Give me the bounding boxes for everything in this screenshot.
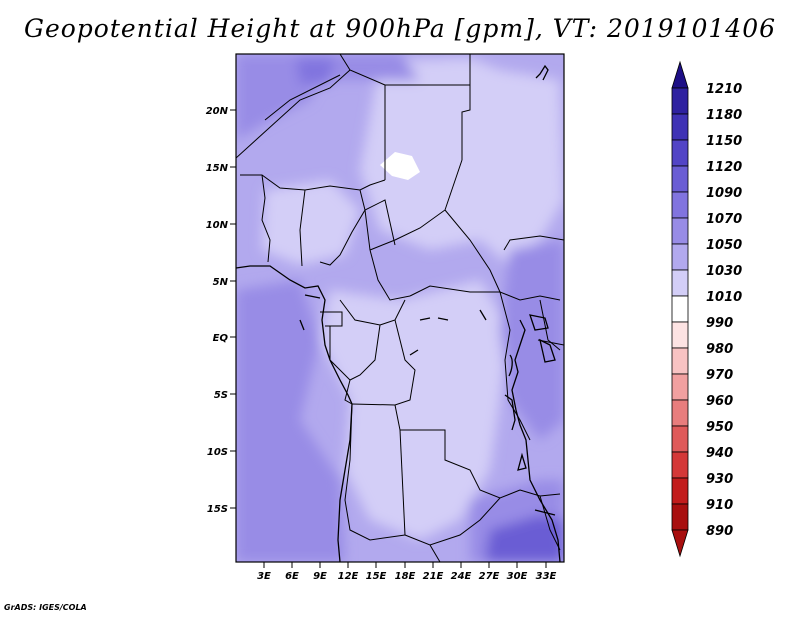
field-region-westafrica (262, 180, 360, 265)
lon-label-18e: 18E (395, 571, 416, 582)
map-frame (235, 53, 565, 563)
colorbar-box (671, 399, 689, 427)
lon-label-30e: 30E (507, 571, 528, 582)
colorbar-box (671, 503, 689, 531)
lon-label-15e: 15E (366, 571, 387, 582)
colorbar-top-arrow (671, 60, 689, 89)
colorbar-box (671, 373, 689, 401)
colorbar-bottom-arrow (671, 529, 689, 558)
lat-label-10s: 10S (207, 447, 228, 458)
field-region-southeast-core (485, 515, 564, 562)
colorbar-box (671, 139, 689, 167)
lat-label-5s: 5S (214, 390, 228, 401)
latitude-axis (230, 109, 236, 509)
colorbar-label: 910 (706, 498, 733, 513)
field-region-congo (320, 280, 510, 540)
colorbar-label: 1210 (706, 82, 742, 97)
colorbar-box (671, 113, 689, 141)
colorbar-label: 890 (706, 524, 733, 539)
lat-label-10n: 10N (206, 220, 229, 231)
colorbar-box (671, 347, 689, 375)
lon-label-33e: 33E (536, 571, 557, 582)
lon-label-12e: 12E (338, 571, 359, 582)
lon-label-3e: 3E (257, 571, 271, 582)
lat-label-5n: 5N (213, 277, 229, 288)
colorbar-label: 1030 (706, 264, 742, 279)
colorbar-label: 970 (706, 368, 733, 383)
colorbar-label: 1070 (706, 212, 742, 227)
coastline (236, 64, 561, 562)
lon-label-6e: 6E (285, 571, 299, 582)
colorbar-box (671, 165, 689, 193)
colorbar-label: 960 (706, 394, 733, 409)
colorbar-box (671, 477, 689, 505)
colorbar-label: 980 (706, 342, 733, 357)
lat-label-20n: 20N (206, 106, 229, 117)
longitude-axis (263, 562, 547, 568)
map-title: Geopotential Height at 900hPa [gpm], VT:… (23, 14, 777, 43)
map-panel (236, 54, 564, 562)
lat-label-15n: 15N (206, 163, 229, 174)
field-region-nw-core (296, 58, 335, 85)
lon-label-27e: 27E (479, 571, 500, 582)
colorbar-label: 1180 (706, 108, 742, 123)
colorbar-labels: 1210 1180 1150 1120 1090 1070 1050 1030 1010 990 9… (706, 82, 742, 539)
colorbar-label: 990 (706, 316, 733, 331)
colorbar-box (671, 269, 689, 297)
colorbar-label: 1010 (706, 290, 742, 305)
grads-credit: GrADS: IGES/COLA (4, 603, 87, 612)
field-region-east (500, 240, 564, 440)
field-region-atlantic (236, 280, 345, 562)
colorbar-label: 950 (706, 420, 733, 435)
colorbar: 1210 1180 1150 1120 1090 1070 1050 1030 1010 990 9… (671, 60, 742, 558)
colorbar-box (671, 191, 689, 219)
colorbar-box (671, 217, 689, 245)
lon-label-21e: 21E (423, 571, 444, 582)
colorbar-box (671, 295, 689, 323)
lat-label-eq: EQ (213, 333, 229, 344)
lon-label-24e: 24E (451, 571, 472, 582)
field-region-chad-low (380, 152, 420, 180)
country-boundaries (236, 54, 564, 562)
colorbar-label: 930 (706, 472, 733, 487)
colorbar-box (671, 243, 689, 271)
colorbar-label: 1050 (706, 238, 742, 253)
colorbar-boxes (671, 87, 689, 531)
colorbar-box (671, 321, 689, 349)
colorbar-label: 1090 (706, 186, 742, 201)
colorbar-label: 1150 (706, 134, 742, 149)
colorbar-label: 940 (706, 446, 733, 461)
colorbar-box (671, 425, 689, 453)
lat-label-15s: 15S (207, 504, 228, 515)
colorbar-label: 1120 (706, 160, 742, 175)
lon-label-9e: 9E (313, 571, 327, 582)
colorbar-box (671, 87, 689, 115)
colorbar-box (671, 451, 689, 479)
